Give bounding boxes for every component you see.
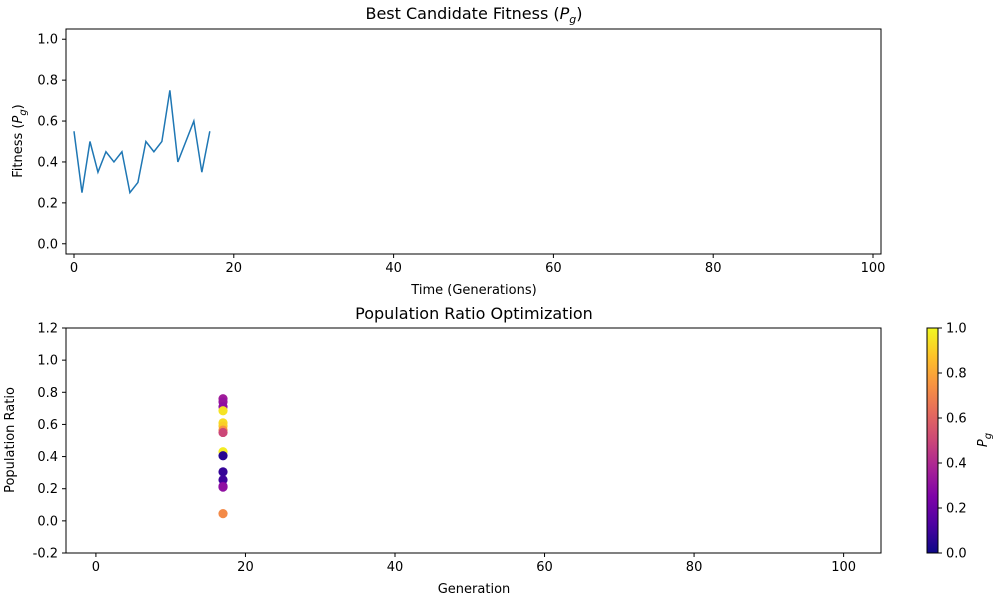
scatter-point xyxy=(218,482,228,492)
colorbar-tick-label: 0.2 xyxy=(946,502,967,517)
population-x-axis-label: Generation xyxy=(438,582,511,597)
fitness-x-tick-label: 0 xyxy=(70,261,78,276)
scatter-point xyxy=(218,406,228,416)
fitness-plot-frame xyxy=(65,28,882,255)
population-x-tick-label: 80 xyxy=(686,560,703,575)
fitness-y-axis-label: Fitness (Pg) xyxy=(11,104,29,178)
population-x-tick-label: 0 xyxy=(92,560,100,575)
fitness-x-tick-label: 20 xyxy=(226,261,243,276)
population-y-axis-label: Population Ratio xyxy=(3,387,18,493)
fitness-chart-title: Best Candidate Fitness (Pg) xyxy=(365,4,582,26)
colorbar-ticks: 0.0 0.2 0.4 0.6 0.8 1.0 xyxy=(938,322,967,562)
colorbar-tick-label: 0.0 xyxy=(946,547,967,562)
colorbar-frame xyxy=(926,327,939,554)
population-plot-frame xyxy=(65,327,882,554)
population-x-tick-label: 60 xyxy=(536,560,553,575)
fitness-chart-ticks: 0 20 40 60 80 100 0.0 0.2 0.4 0.6 0.8 1.0 xyxy=(37,33,885,276)
population-x-tick-label: 100 xyxy=(831,560,856,575)
population-y-tick-label: 0.2 xyxy=(37,482,58,497)
colorbar-gradient xyxy=(927,328,938,553)
fitness-series-line xyxy=(73,90,211,195)
population-y-tick-label: 0.8 xyxy=(37,386,58,401)
population-y-tick-label: 1.0 xyxy=(37,354,58,369)
population-y-tick-label: 1.2 xyxy=(37,322,58,337)
fitness-y-tick-label: 0.6 xyxy=(37,115,58,130)
colorbar: 0.0 0.2 0.4 0.6 0.8 1.0 Pg xyxy=(926,322,994,562)
scatter-point xyxy=(218,509,228,519)
colorbar-tick-label: 0.8 xyxy=(946,367,967,382)
fitness-y-tick-label: 0.4 xyxy=(37,155,58,170)
fitness-x-tick-label: 60 xyxy=(545,261,562,276)
colorbar-tick-label: 0.4 xyxy=(946,457,967,472)
population-y-tick-label: 0.6 xyxy=(37,418,58,433)
population-x-tick-label: 40 xyxy=(387,560,404,575)
scatter-point xyxy=(218,427,228,438)
fitness-x-tick-label: 80 xyxy=(705,261,722,276)
population-scatter-points xyxy=(218,394,228,519)
population-x-tick-label: 20 xyxy=(237,560,254,575)
scatter-point xyxy=(218,467,228,477)
fitness-y-tick-label: 0.8 xyxy=(37,74,58,89)
population-chart-title: Population Ratio Optimization xyxy=(355,304,593,323)
fitness-x-tick-label: 40 xyxy=(385,261,402,276)
fitness-y-tick-label: 0.2 xyxy=(37,196,58,211)
population-y-tick-label: 0.0 xyxy=(37,514,58,529)
fitness-y-tick-label: 1.0 xyxy=(37,33,58,48)
fitness-x-tick-label: 100 xyxy=(861,261,886,276)
population-chart-ticks: 0 20 40 60 80 100 -0.2 0.0 0.2 0.4 0.6 0.8 1.0 1.2 xyxy=(33,322,856,576)
scatter-point xyxy=(218,475,228,485)
population-chart: Population Ratio Optimization 0 20 40 60 80 1… xyxy=(3,304,882,597)
fitness-x-axis-label: Time (Generations) xyxy=(410,283,536,298)
colorbar-label: Pg xyxy=(976,433,994,447)
fitness-y-tick-label: 0.0 xyxy=(37,237,58,252)
colorbar-tick-label: 1.0 xyxy=(946,322,967,337)
population-y-tick-label: -0.2 xyxy=(33,547,58,562)
colorbar-tick-label: 0.6 xyxy=(946,412,967,427)
fitness-chart: Best Candidate Fitness (Pg) 0 20 40 60 80 100… xyxy=(11,4,885,298)
scatter-point xyxy=(218,451,228,461)
population-y-tick-label: 0.4 xyxy=(37,450,58,465)
